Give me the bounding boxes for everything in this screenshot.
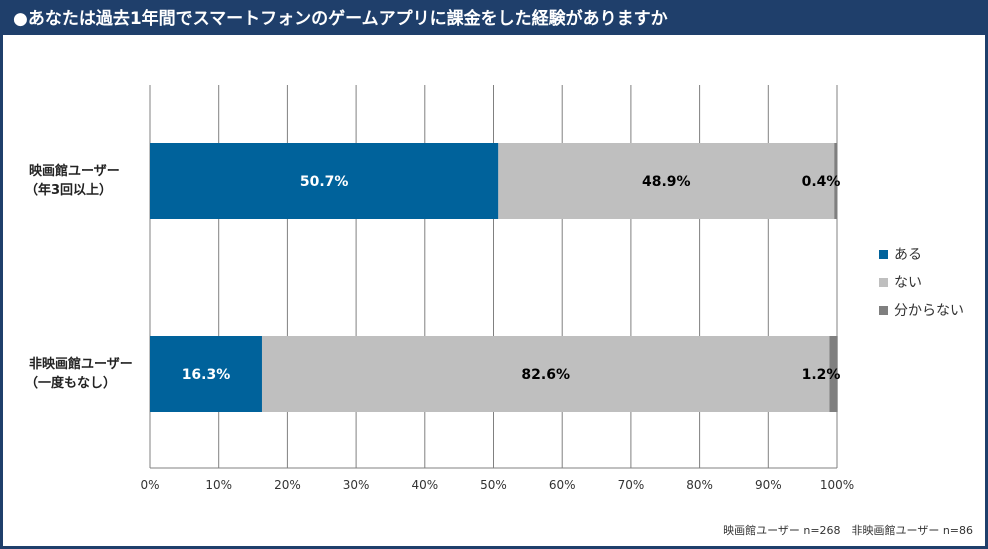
bar-segment — [150, 143, 499, 219]
category-label: 非映画館ユーザー — [29, 356, 133, 372]
x-tick-label: 60% — [549, 478, 576, 492]
x-tick-label: 10% — [205, 478, 232, 492]
x-tick-label: 30% — [343, 478, 370, 492]
category-label: 映画館ユーザー — [29, 163, 120, 179]
bar-segment — [834, 143, 837, 219]
legend-swatch — [879, 278, 888, 287]
x-tick-label: 70% — [618, 478, 645, 492]
x-tick-label: 20% — [274, 478, 301, 492]
data-label: 48.9% — [642, 174, 691, 190]
chart-title: ●あなたは過去1年間でスマートフォンのゲームアプリに課金をした経験がありますか — [3, 3, 985, 35]
data-label: 0.4% — [802, 174, 841, 190]
category-label: （一度もなし） — [25, 375, 116, 391]
data-label: 16.3% — [182, 367, 231, 383]
x-tick-label: 90% — [755, 478, 782, 492]
x-tick-label: 100% — [820, 478, 854, 492]
bar-segment — [261, 336, 830, 412]
legend-swatch — [879, 306, 888, 315]
legend-label: ない — [894, 275, 922, 291]
stacked-bar-chart: 0% 10% 20% 30% 40% 50% 60% 70% 80% 90% 100% 50.7% 48… — [25, 85, 964, 492]
legend-label: 分からない — [894, 303, 964, 319]
x-tick-label: 80% — [686, 478, 713, 492]
x-tick-label: 0% — [140, 478, 159, 492]
bar-segment — [829, 336, 838, 412]
data-label: 1.2% — [802, 367, 841, 383]
legend-label: ある — [894, 247, 922, 263]
bar-segment — [150, 336, 262, 412]
sample-size-note: 映画館ユーザー n=268 非映画館ユーザー n=86 — [723, 524, 973, 537]
category-label: （年3回以上） — [25, 182, 112, 198]
x-tick-label: 40% — [411, 478, 438, 492]
legend-swatch — [879, 250, 888, 259]
bar-segment — [498, 143, 835, 219]
data-label: 50.7% — [300, 174, 349, 190]
x-tick-label: 50% — [480, 478, 507, 492]
data-label: 82.6% — [521, 367, 570, 383]
